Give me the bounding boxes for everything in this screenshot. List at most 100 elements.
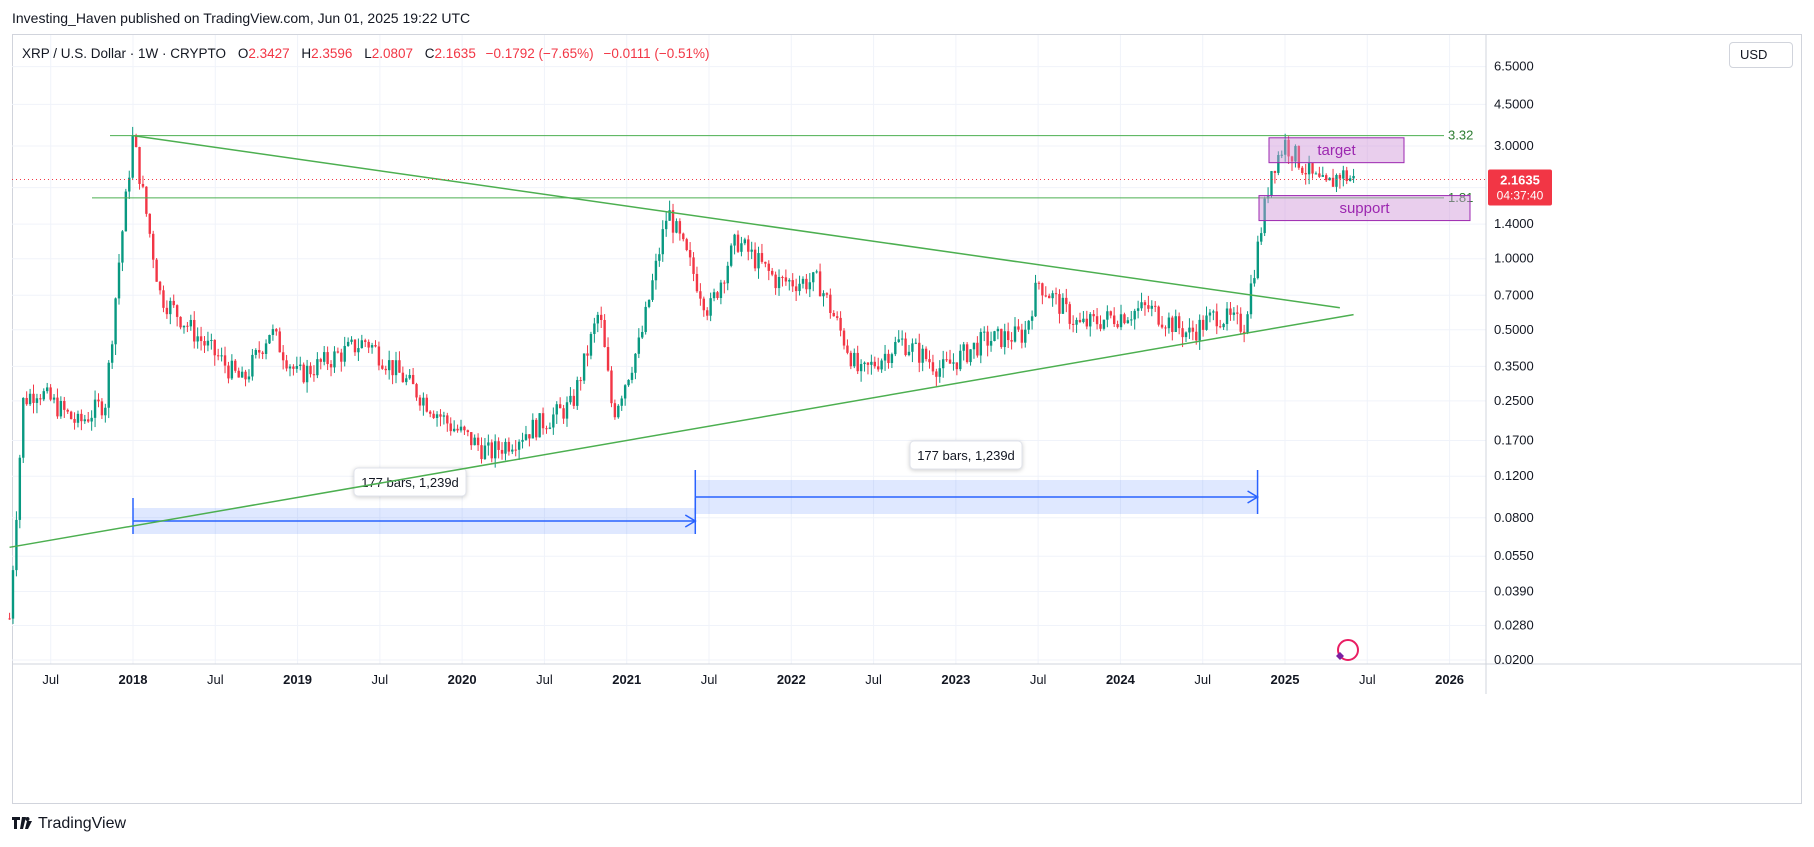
candle-body — [822, 293, 825, 297]
candle-body — [435, 414, 439, 418]
candle-body — [264, 343, 268, 354]
x-tick-label: Jul — [1194, 672, 1211, 687]
x-tick-label: 2023 — [941, 672, 970, 687]
candle-body — [678, 221, 682, 234]
candle-body — [329, 364, 333, 368]
candle-body — [432, 413, 435, 418]
candle-body — [815, 271, 818, 273]
candle-body — [661, 229, 664, 255]
candle-body — [128, 177, 131, 192]
candle-body — [309, 365, 312, 375]
candle-body — [247, 376, 251, 380]
candle-body — [134, 135, 138, 148]
candle-body — [59, 400, 63, 417]
y-tick-label: 0.1200 — [1494, 468, 1534, 483]
candle-body — [1078, 319, 1082, 323]
candle-body — [883, 353, 887, 361]
candle-body — [890, 354, 894, 364]
candle-body — [712, 292, 716, 299]
candle-body — [117, 262, 121, 299]
candle-body — [141, 183, 145, 187]
currency-button[interactable]: USD — [1729, 42, 1793, 68]
x-tick-label: Jul — [42, 672, 59, 687]
candle-body — [842, 330, 846, 346]
candle-body — [955, 362, 959, 370]
candle-body — [312, 374, 316, 376]
candle-body — [586, 353, 589, 356]
candle-body — [466, 430, 470, 433]
trendline-descending — [132, 134, 1340, 309]
candle-body — [1270, 171, 1273, 196]
candle-body — [535, 419, 538, 438]
candle-body — [1123, 314, 1126, 324]
candle-body — [1065, 297, 1068, 305]
candle-body — [866, 362, 870, 365]
close-value: 2.1635 — [434, 46, 476, 61]
x-tick-label: 2020 — [448, 672, 477, 687]
candle-body — [1154, 305, 1157, 307]
candle-body — [326, 352, 329, 365]
candle-body — [1119, 314, 1123, 328]
candle-body — [1222, 324, 1225, 328]
candle-body — [829, 294, 832, 313]
candle-body — [1017, 326, 1020, 330]
x-tick-label: Jul — [1359, 672, 1376, 687]
candle-body — [928, 359, 931, 363]
candle-body — [394, 360, 398, 376]
candle-body — [952, 362, 955, 364]
candle-body — [155, 259, 158, 282]
tradingview-brand: TradingView — [38, 815, 127, 832]
candle-body — [1218, 326, 1222, 328]
candle-body — [80, 413, 83, 422]
candle-body — [989, 341, 993, 346]
candle-body — [172, 300, 175, 306]
candle-body — [1160, 324, 1164, 328]
candle-body — [165, 307, 169, 315]
candle-body — [210, 339, 213, 341]
candle-body — [493, 441, 497, 459]
candle-body — [791, 280, 794, 287]
candle-body — [1304, 173, 1307, 175]
candle-body — [859, 364, 863, 372]
candle-body — [353, 339, 357, 353]
candle-body — [699, 291, 702, 299]
candle-body — [1311, 163, 1314, 174]
candle-body — [292, 366, 295, 369]
candle-body — [220, 355, 223, 357]
candle-body — [408, 374, 411, 379]
trendline-ascending — [9, 313, 1354, 549]
candle-body — [179, 316, 182, 328]
candle-body — [110, 344, 114, 363]
candle-body — [476, 437, 480, 446]
date-range-label-box — [909, 440, 1023, 470]
symbol-title[interactable]: XRP / U.S. Dollar · 1W · CRYPTO — [22, 46, 227, 61]
candle-body — [760, 253, 764, 262]
y-tick-label: 1.4000 — [1494, 216, 1534, 231]
y-tick-label: 0.0200 — [1494, 652, 1534, 667]
tradingview-footer[interactable]: TradingView — [12, 815, 126, 833]
candle-body — [199, 336, 203, 342]
candle-body — [812, 272, 815, 283]
candle-body — [784, 277, 788, 282]
candle-body — [1283, 139, 1287, 155]
candle-body — [688, 250, 692, 258]
candle-body — [1164, 327, 1167, 329]
candle-body — [873, 361, 876, 367]
candle-body — [1256, 241, 1260, 279]
candle-body — [781, 276, 784, 278]
candle-body — [538, 413, 541, 438]
candle-body — [114, 298, 117, 345]
candle-body — [278, 331, 281, 353]
candle-body — [131, 135, 134, 178]
candle-body — [976, 342, 979, 356]
x-tick-label: 2019 — [283, 672, 312, 687]
candle-body — [405, 378, 408, 383]
candle-body — [480, 445, 483, 460]
candle-body — [931, 362, 935, 372]
candle-body — [398, 360, 401, 373]
candle-body — [832, 312, 835, 317]
candle-body — [894, 341, 897, 355]
candle-body — [805, 278, 808, 290]
candle-body — [959, 350, 962, 370]
